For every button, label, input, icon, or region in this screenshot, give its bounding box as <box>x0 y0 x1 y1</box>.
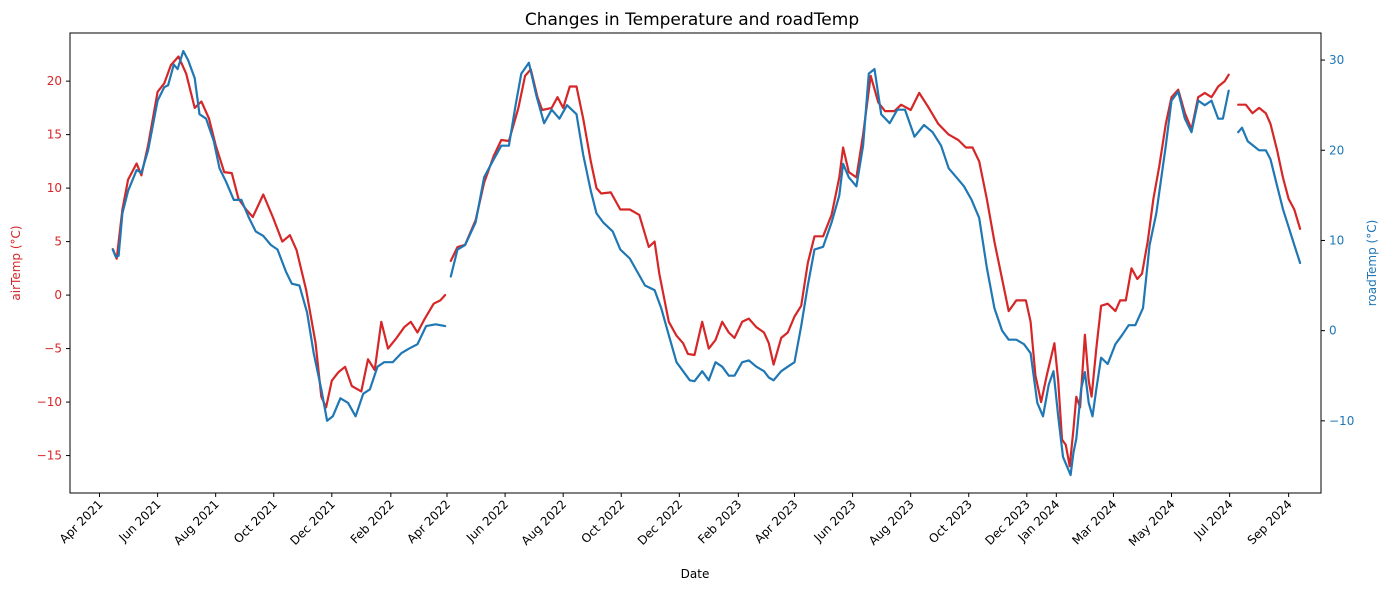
y-axis-left: −15 −10 −5 0 5 10 15 20 <box>37 74 70 463</box>
x-tick-label-14: Jun 2023 <box>811 497 859 545</box>
y-left-tick-label-3: −5 <box>44 342 62 356</box>
y-axis-right-label: roadTemp (°C) <box>1365 220 1379 307</box>
x-tick-label-12: Feb 2023 <box>695 497 744 546</box>
y-left-tick-label-2: −10 <box>37 395 62 409</box>
x-tick-label-2: Jun 2021 <box>116 497 164 545</box>
y-right-tick-label-4: 20 <box>1329 143 1344 157</box>
x-tick-label-13: Apr 2023 <box>752 497 801 546</box>
x-tick-label-11: Dec 2022 <box>635 497 686 548</box>
y-right-tick-label-2: 0 <box>1329 324 1337 338</box>
x-tick-label-6: Feb 2022 <box>348 497 397 546</box>
plot-frame <box>69 32 1322 494</box>
x-tick-label-7: Apr 2022 <box>404 497 453 546</box>
y-axis-right: −10 0 10 20 30 <box>1321 53 1354 428</box>
x-tick-label-22: Sep 2024 <box>1245 497 1295 547</box>
y-left-tick-label-7: 15 <box>47 128 62 142</box>
x-tick-label-15: Aug 2023 <box>866 497 917 548</box>
x-tick-label-10: Oct 2022 <box>578 497 627 546</box>
air-temp-line-segment-2 <box>449 68 1230 468</box>
x-tick-label-5: Dec 2021 <box>287 497 338 548</box>
x-tick-label-21: Jul 2024 <box>1191 497 1236 542</box>
chart-title: Changes in Temperature and roadTemp <box>525 10 859 30</box>
x-tick-label-8: Jun 2022 <box>463 497 511 545</box>
road-temp-line-segment-2 <box>449 61 1230 477</box>
y-right-tick-label-5: 30 <box>1329 53 1344 67</box>
x-tick-label-20: May 2024 <box>1126 497 1178 549</box>
y-right-tick-label-3: 10 <box>1329 233 1344 247</box>
lines-layer <box>111 49 1302 477</box>
x-tick-label-3: Aug 2021 <box>171 497 222 548</box>
x-tick-label-1: Apr 2021 <box>57 497 106 546</box>
y-axis-left-label: airTemp (°C) <box>9 225 23 300</box>
x-axis: Apr 2021 Jun 2021 Aug 2021 Oct 2021 Dec 2021… <box>57 493 1295 549</box>
x-axis-label: Date <box>681 567 710 581</box>
y-left-tick-label-1: −15 <box>37 449 62 463</box>
road-temp-line-segment-1 <box>111 49 447 422</box>
x-tick-label-16: Oct 2023 <box>926 497 975 546</box>
x-tick-label-4: Oct 2021 <box>231 497 280 546</box>
y-left-tick-label-5: 5 <box>54 235 62 249</box>
y-right-tick-label-1: −10 <box>1329 414 1354 428</box>
y-left-tick-label-8: 20 <box>47 74 62 88</box>
air-temp-line-segment-1 <box>111 55 447 409</box>
x-tick-label-19: Mar 2024 <box>1069 497 1119 547</box>
air-temp-line-segment-3 <box>1237 103 1302 230</box>
x-tick-label-9: Aug 2022 <box>519 497 570 548</box>
y-left-tick-label-4: 0 <box>54 288 62 302</box>
road-temp-line-segment-3 <box>1237 126 1302 265</box>
y-left-tick-label-6: 10 <box>47 181 62 195</box>
